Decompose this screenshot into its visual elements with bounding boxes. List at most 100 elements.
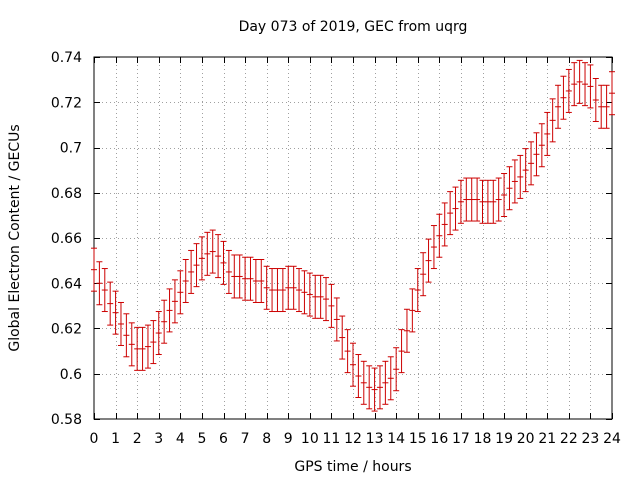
data-point	[441, 202, 448, 247]
x-tick-label: 6	[219, 431, 228, 447]
y-axis-label: Global Electron Content / GECUs	[7, 124, 23, 351]
data-point	[220, 240, 227, 285]
data-point	[495, 177, 502, 222]
data-point	[269, 268, 276, 313]
x-tick-label: 16	[430, 431, 448, 447]
x-tick-label: 10	[301, 431, 319, 447]
data-point	[177, 270, 184, 315]
y-tick-label: 0.7	[60, 141, 82, 157]
x-tick-label: 4	[176, 431, 185, 447]
x-axis-label: GPS time / hours	[294, 459, 411, 475]
data-point	[371, 367, 378, 412]
x-tick-label: 3	[154, 431, 163, 447]
data-point	[479, 179, 486, 224]
data-point	[511, 159, 518, 204]
data-point	[306, 272, 313, 317]
data-point	[565, 68, 572, 113]
data-point	[592, 77, 599, 122]
x-tick-label: 2	[133, 431, 142, 447]
y-tick-label: 0.74	[51, 50, 82, 66]
data-point	[166, 288, 173, 333]
data-point	[555, 84, 562, 129]
data-point	[333, 297, 340, 342]
x-tick-label: 5	[197, 431, 206, 447]
x-tick-label: 22	[560, 431, 578, 447]
data-point	[398, 329, 405, 374]
data-point	[533, 132, 540, 177]
data-point	[301, 270, 308, 315]
data-point	[96, 261, 103, 306]
data-point	[409, 288, 416, 333]
x-tick-label: 15	[409, 431, 427, 447]
x-tick-label: 20	[517, 431, 535, 447]
data-point	[538, 123, 545, 168]
data-point	[182, 258, 189, 303]
data-point	[549, 98, 556, 143]
data-point	[576, 59, 583, 104]
data-point	[403, 308, 410, 353]
x-tick-label: 19	[495, 431, 513, 447]
data-point	[112, 290, 119, 335]
data-point	[128, 322, 135, 367]
data-point	[457, 179, 464, 224]
data-point	[350, 342, 356, 387]
data-point	[117, 301, 124, 346]
data-point	[312, 274, 319, 319]
x-tick-label: 9	[284, 431, 293, 447]
data-point	[274, 268, 281, 313]
data-point	[414, 268, 421, 313]
x-tick-labels: 0 1 2 3 4 5 6 7 8 9 10 11 12 13 14 15 16 17 18 19 20 21 22 23 24	[90, 431, 621, 447]
data-point	[490, 179, 497, 224]
data-point	[134, 326, 141, 371]
data-point	[360, 360, 367, 405]
y-tick-label: 0.62	[51, 322, 82, 338]
data-point	[522, 148, 529, 193]
data-point	[161, 299, 168, 344]
data-point	[452, 186, 459, 231]
data-point	[609, 71, 615, 116]
data-point	[296, 268, 303, 313]
data-point	[242, 256, 249, 301]
data-point	[463, 177, 470, 222]
data-point	[339, 315, 346, 360]
data-point	[328, 283, 335, 328]
data-point	[430, 225, 437, 270]
data-point	[236, 254, 243, 299]
data-point	[436, 213, 443, 258]
x-tick-label: 17	[452, 431, 470, 447]
data-point	[193, 243, 200, 288]
data-point	[188, 249, 195, 294]
x-tick-label: 7	[241, 431, 250, 447]
data-point	[209, 229, 216, 274]
data-point	[501, 173, 508, 218]
x-tick-label: 23	[582, 431, 600, 447]
y-tick-labels: 0.58 0.6 0.62 0.64 0.66 0.68 0.7 0.72 0.74	[51, 50, 82, 428]
data-point	[258, 258, 265, 303]
data-point	[198, 236, 205, 281]
data-point	[279, 268, 286, 313]
data-point	[107, 281, 114, 326]
data-point	[366, 365, 373, 410]
y-tick-label: 0.6	[60, 367, 82, 383]
data-point	[582, 62, 589, 107]
chart-title: Day 073 of 2019, GEC from uqrg	[239, 19, 468, 35]
data-point	[571, 62, 578, 107]
data-point	[91, 247, 97, 292]
data-point	[215, 234, 222, 279]
data-point	[344, 329, 351, 374]
data-point	[528, 141, 535, 186]
data-point	[420, 252, 427, 297]
data-point	[252, 258, 259, 303]
data-point	[204, 231, 211, 276]
data-point	[587, 64, 594, 109]
data-point	[290, 265, 297, 310]
error-bars	[91, 59, 615, 412]
x-tick-label: 18	[474, 431, 492, 447]
data-point	[323, 277, 330, 322]
data-point	[517, 154, 524, 199]
y-tick-label: 0.68	[51, 186, 82, 202]
x-tick-label: 11	[323, 431, 341, 447]
data-point	[317, 274, 324, 319]
data-point	[425, 238, 432, 283]
data-point	[506, 166, 513, 211]
